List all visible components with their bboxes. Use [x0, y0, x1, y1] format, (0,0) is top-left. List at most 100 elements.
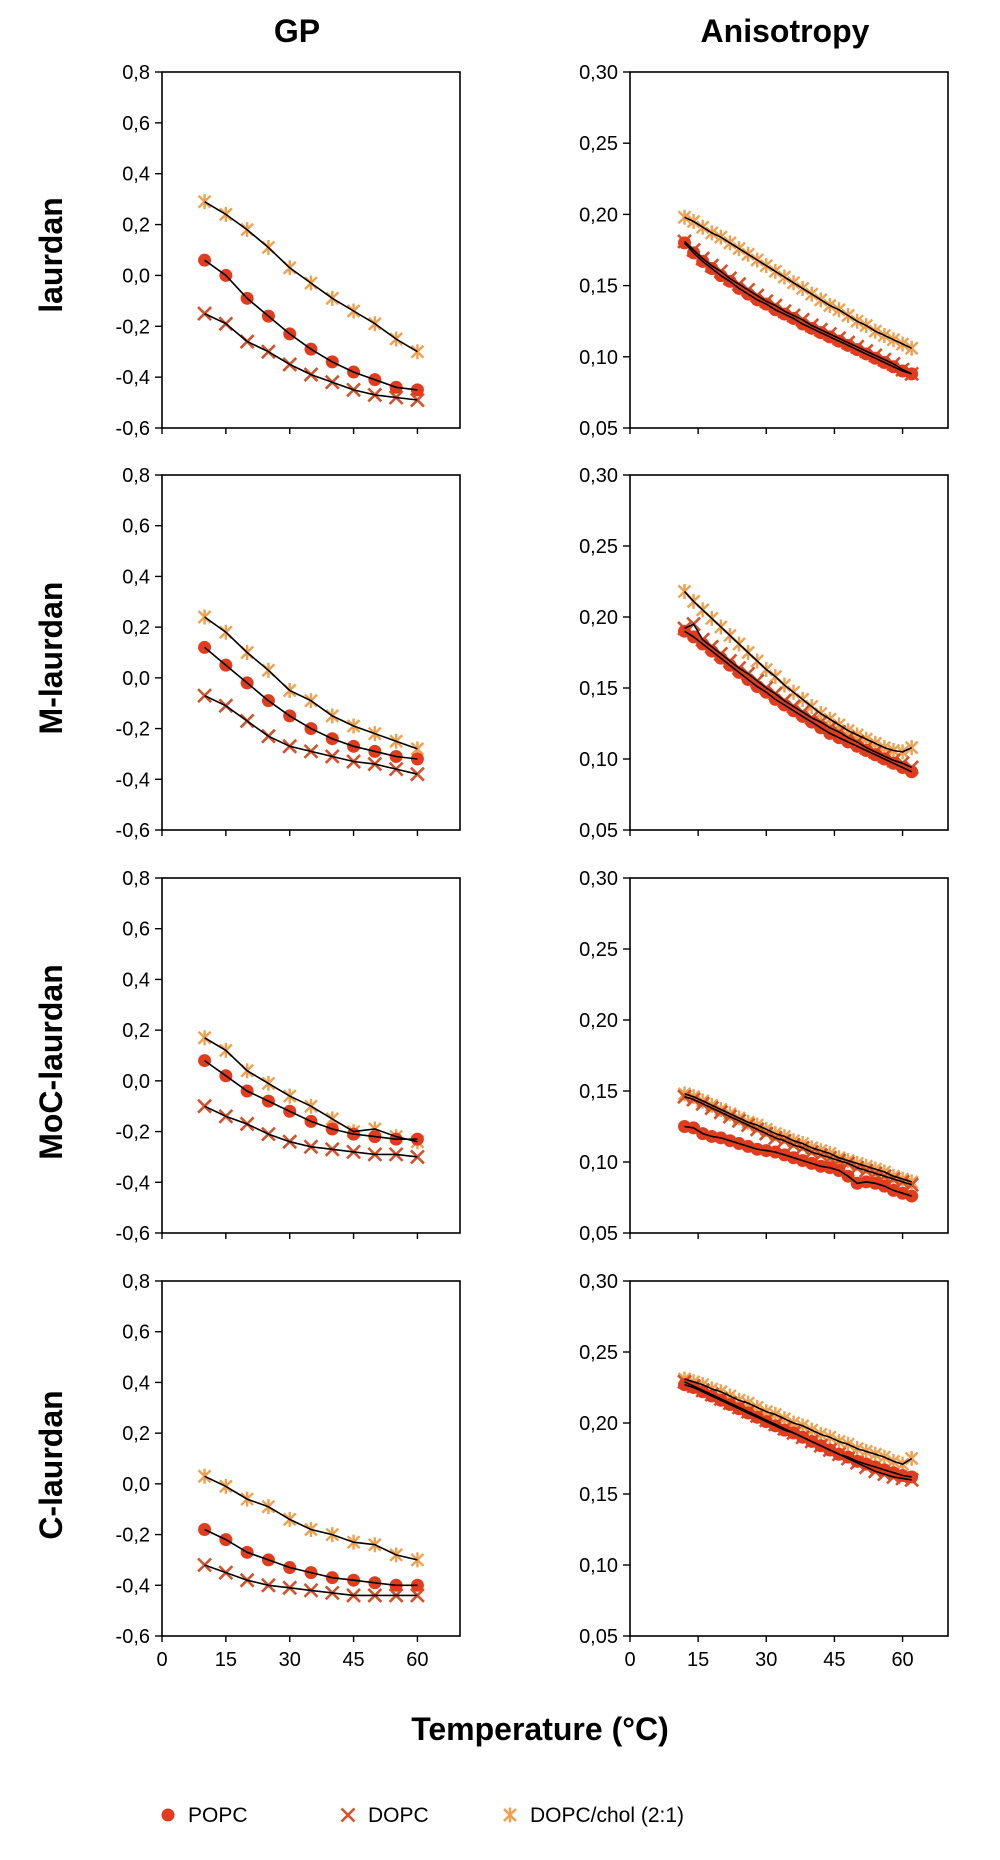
- x-tick-label: 45: [823, 1649, 845, 1671]
- y-tick-label: 0,15: [579, 1484, 618, 1506]
- y-tick-label: 0,0: [122, 265, 150, 287]
- y-tick-label: -0,6: [116, 418, 150, 440]
- y-tick-label: 0,20: [579, 607, 618, 629]
- fit-line-dopc-chol-2-1: [683, 590, 913, 753]
- y-tick-label: -0,6: [116, 1626, 150, 1648]
- row-title-m-laurdan: M-laurdan: [33, 582, 69, 735]
- y-tick-label: 0,10: [579, 1152, 618, 1174]
- y-tick-label: 0,4: [122, 164, 150, 186]
- y-tick-label: 0,05: [579, 1223, 618, 1245]
- y-tick-label: 0,15: [579, 276, 618, 298]
- fit-line-popc: [204, 259, 418, 391]
- panel-m-laurdan-anisotropy: 0,05 0,10 0,15 0,20 0,25 0,30: [579, 465, 949, 842]
- panel-laurdan-gp: -0,6 -0,4 -0,2 0,0 0,2 0,4 0,6 0,8: [116, 62, 461, 440]
- data-point-popc: [410, 1578, 424, 1592]
- data-point-popc: [410, 1132, 424, 1146]
- y-tick-label: 0,4: [122, 566, 150, 588]
- legend-marker-dopc: [340, 1807, 356, 1823]
- y-tick-label: -0,2: [116, 316, 150, 338]
- y-tick-label: 0,25: [579, 133, 618, 155]
- fit-line-dopc: [204, 1105, 418, 1158]
- y-tick-label: -0,2: [116, 1122, 150, 1144]
- y-tick-label: -0,6: [116, 1223, 150, 1245]
- y-tick-label: 0,4: [122, 969, 150, 991]
- y-tick-label: 0,05: [579, 418, 618, 440]
- y-tick-label: -0,4: [116, 769, 150, 791]
- plot-frame: [161, 71, 461, 429]
- plot-frame: [629, 877, 949, 1234]
- fit-line-popc: [204, 646, 418, 760]
- y-tick-label: 0,10: [579, 347, 618, 369]
- fit-line-dopc-chol-2-1: [684, 1093, 912, 1183]
- y-tick-label: 0,05: [579, 820, 618, 842]
- plot-frame: [629, 474, 949, 831]
- y-tick-label: 0,30: [579, 1271, 618, 1293]
- y-tick-label: 0,10: [579, 1555, 618, 1577]
- series-dopc-chol-2-1: [197, 1030, 425, 1150]
- row-title-laurdan: laurdan: [33, 197, 69, 313]
- panel-m-laurdan-gp: -0,6 -0,4 -0,2 0,0 0,2 0,4 0,6 0,8: [116, 465, 461, 842]
- y-tick-label: 0,8: [122, 62, 150, 84]
- y-tick-label: -0,4: [116, 1172, 150, 1194]
- plot-frame: [629, 71, 949, 429]
- x-tick-label: 15: [215, 1649, 237, 1671]
- data-point-dopc: [410, 392, 425, 408]
- column-title-anisotropy: Anisotropy: [701, 13, 870, 49]
- y-tick-label: 0,2: [122, 1020, 150, 1042]
- data-point-popc: [198, 1054, 212, 1068]
- fit-line-dopc: [204, 1564, 418, 1597]
- series-dopc: [197, 306, 425, 408]
- column-title-gp: GP: [274, 13, 320, 49]
- y-tick-label: 0,8: [122, 465, 150, 487]
- y-tick-label: -0,2: [116, 719, 150, 741]
- data-point-dopc: [197, 1098, 212, 1114]
- legend-item-dopc-chol-2-1: DOPC/chol (2:1): [503, 1804, 684, 1827]
- legend-label: POPC: [188, 1804, 248, 1827]
- fit-line-popc: [204, 1528, 418, 1587]
- y-tick-label: 0,20: [579, 1010, 618, 1032]
- fit-line-popc: [684, 1383, 912, 1478]
- fit-line-popc: [683, 242, 912, 375]
- fit-line-dopc: [683, 240, 913, 375]
- legend-item-dopc: DOPC: [340, 1804, 429, 1827]
- panel-moc-laurdan-anisotropy: 0,05 0,10 0,15 0,20 0,25 0,30: [579, 868, 949, 1245]
- y-tick-label: 0,6: [122, 1322, 150, 1344]
- legend: POPC DOPC DOPC/chol (2:1): [161, 1804, 684, 1827]
- plot-frame: [161, 474, 461, 831]
- series-popc: [678, 236, 919, 381]
- fit-line-dopc-chol-2-1: [204, 201, 418, 353]
- y-tick-label: 0,4: [122, 1372, 150, 1394]
- legend-marker-popc: [161, 1808, 175, 1822]
- data-point-popc: [198, 253, 212, 267]
- y-tick-label: 0,25: [579, 939, 618, 961]
- fit-line-dopc-chol-2-1: [204, 1475, 418, 1561]
- fit-line-dopc: [684, 623, 913, 769]
- legend-marker-dopc-chol-2-1: [503, 1807, 517, 1823]
- y-tick-label: -0,6: [116, 820, 150, 842]
- fit-line-dopc-chol-2-1: [204, 1037, 418, 1143]
- data-point-dopc-chol-2-1: [410, 1552, 425, 1568]
- fit-line-dopc: [204, 694, 418, 775]
- y-tick-label: 0,25: [579, 1342, 618, 1364]
- legend-item-popc: POPC: [161, 1804, 248, 1827]
- y-tick-label: 0,0: [122, 1071, 150, 1093]
- y-tick-label: 0,6: [122, 113, 150, 135]
- fit-line-dopc: [684, 1095, 912, 1186]
- legend-label: DOPC/chol (2:1): [530, 1804, 684, 1827]
- series-popc: [678, 1378, 919, 1484]
- data-point-dopc-chol-2-1: [410, 344, 425, 360]
- y-tick-label: 0,20: [579, 1413, 618, 1435]
- series-popc: [678, 1120, 919, 1203]
- x-tick-label: 15: [687, 1649, 709, 1671]
- data-point-popc: [410, 752, 424, 766]
- fit-line-popc: [204, 1059, 418, 1140]
- panel-c-laurdan-gp: -0,6 -0,4 -0,2 0,0 0,2 0,4 0,6 0,8 0 15 30 45 60: [116, 1271, 461, 1671]
- data-point-dopc: [197, 306, 212, 321]
- data-point-dopc: [197, 688, 212, 704]
- series-dopc-chol-2-1: [677, 583, 919, 760]
- data-point-popc: [410, 383, 424, 397]
- y-tick-label: 0,8: [122, 868, 150, 890]
- y-tick-label: 0,2: [122, 617, 150, 639]
- fit-line-dopc-chol-2-1: [684, 1378, 913, 1466]
